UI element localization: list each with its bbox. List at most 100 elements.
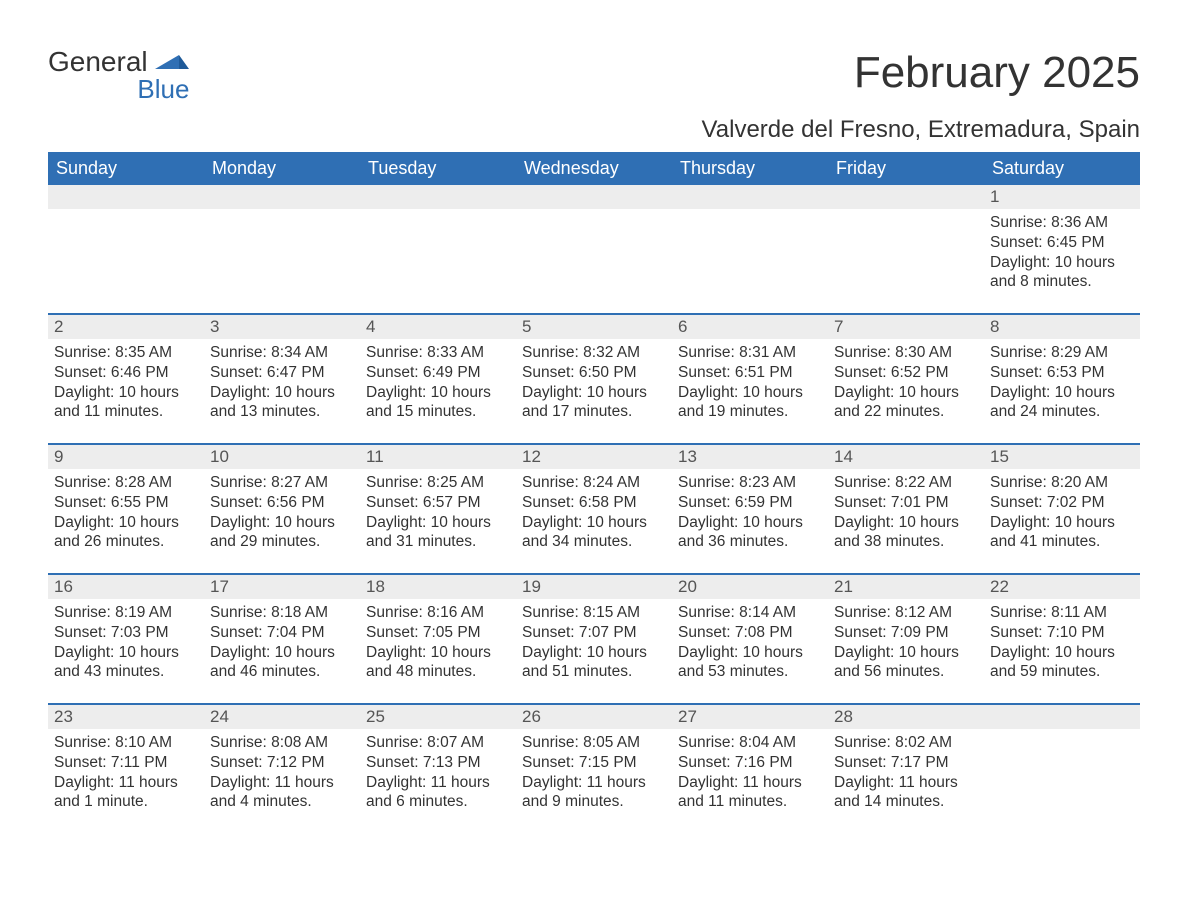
daylight-text: Daylight: 11 hours and 1 minute. <box>54 773 198 813</box>
calendar-cell: 6Sunrise: 8:31 AMSunset: 6:51 PMDaylight… <box>672 313 828 443</box>
sunset-text: Sunset: 7:04 PM <box>210 623 354 643</box>
day-details: Sunrise: 8:14 AMSunset: 7:08 PMDaylight:… <box>672 599 828 682</box>
day-number: 3 <box>204 313 360 339</box>
day-number: 21 <box>828 573 984 599</box>
calendar-cell: 8Sunrise: 8:29 AMSunset: 6:53 PMDaylight… <box>984 313 1140 443</box>
sunset-text: Sunset: 7:17 PM <box>834 753 978 773</box>
day-number: 10 <box>204 443 360 469</box>
day-number: 6 <box>672 313 828 339</box>
sunset-text: Sunset: 6:45 PM <box>990 233 1134 253</box>
day-details: Sunrise: 8:30 AMSunset: 6:52 PMDaylight:… <box>828 339 984 422</box>
sunset-text: Sunset: 7:13 PM <box>366 753 510 773</box>
day-details: Sunrise: 8:35 AMSunset: 6:46 PMDaylight:… <box>48 339 204 422</box>
day-details: Sunrise: 8:15 AMSunset: 7:07 PMDaylight:… <box>516 599 672 682</box>
daylight-text: Daylight: 10 hours and 26 minutes. <box>54 513 198 553</box>
sunset-text: Sunset: 6:46 PM <box>54 363 198 383</box>
daylight-text: Daylight: 10 hours and 56 minutes. <box>834 643 978 683</box>
sunset-text: Sunset: 7:10 PM <box>990 623 1134 643</box>
daylight-text: Daylight: 10 hours and 22 minutes. <box>834 383 978 423</box>
sunrise-text: Sunrise: 8:12 AM <box>834 603 978 623</box>
sunset-text: Sunset: 6:57 PM <box>366 493 510 513</box>
daylight-text: Daylight: 10 hours and 19 minutes. <box>678 383 822 423</box>
daylight-text: Daylight: 10 hours and 11 minutes. <box>54 383 198 423</box>
daylight-text: Daylight: 10 hours and 13 minutes. <box>210 383 354 423</box>
calendar-cell: 19Sunrise: 8:15 AMSunset: 7:07 PMDayligh… <box>516 573 672 703</box>
day-number <box>516 185 672 209</box>
calendar-cell: 16Sunrise: 8:19 AMSunset: 7:03 PMDayligh… <box>48 573 204 703</box>
sunrise-text: Sunrise: 8:27 AM <box>210 473 354 493</box>
daylight-text: Daylight: 10 hours and 24 minutes. <box>990 383 1134 423</box>
day-number: 8 <box>984 313 1140 339</box>
sunrise-text: Sunrise: 8:33 AM <box>366 343 510 363</box>
sunrise-text: Sunrise: 8:11 AM <box>990 603 1134 623</box>
calendar-week: 23Sunrise: 8:10 AMSunset: 7:11 PMDayligh… <box>48 703 1140 833</box>
logo-text: General Blue <box>48 48 189 102</box>
day-header: Friday <box>828 152 984 185</box>
day-number: 27 <box>672 703 828 729</box>
calendar-cell: 12Sunrise: 8:24 AMSunset: 6:58 PMDayligh… <box>516 443 672 573</box>
sunset-text: Sunset: 7:12 PM <box>210 753 354 773</box>
calendar-cell: 7Sunrise: 8:30 AMSunset: 6:52 PMDaylight… <box>828 313 984 443</box>
title-block: February 2025 Valverde del Fresno, Extre… <box>702 48 1140 144</box>
sunrise-text: Sunrise: 8:07 AM <box>366 733 510 753</box>
calendar-cell: 11Sunrise: 8:25 AMSunset: 6:57 PMDayligh… <box>360 443 516 573</box>
day-number: 11 <box>360 443 516 469</box>
day-details: Sunrise: 8:34 AMSunset: 6:47 PMDaylight:… <box>204 339 360 422</box>
day-details: Sunrise: 8:16 AMSunset: 7:05 PMDaylight:… <box>360 599 516 682</box>
day-details: Sunrise: 8:23 AMSunset: 6:59 PMDaylight:… <box>672 469 828 552</box>
sunset-text: Sunset: 6:52 PM <box>834 363 978 383</box>
day-number: 1 <box>984 185 1140 209</box>
calendar-week: 2Sunrise: 8:35 AMSunset: 6:46 PMDaylight… <box>48 313 1140 443</box>
day-details: Sunrise: 8:36 AMSunset: 6:45 PMDaylight:… <box>984 209 1140 292</box>
sunrise-text: Sunrise: 8:30 AM <box>834 343 978 363</box>
calendar-cell: 20Sunrise: 8:14 AMSunset: 7:08 PMDayligh… <box>672 573 828 703</box>
calendar-cell: 27Sunrise: 8:04 AMSunset: 7:16 PMDayligh… <box>672 703 828 833</box>
calendar-cell: 9Sunrise: 8:28 AMSunset: 6:55 PMDaylight… <box>48 443 204 573</box>
sunset-text: Sunset: 7:08 PM <box>678 623 822 643</box>
logo: General Blue <box>48 48 189 102</box>
sunset-text: Sunset: 7:16 PM <box>678 753 822 773</box>
daylight-text: Daylight: 10 hours and 51 minutes. <box>522 643 666 683</box>
sunset-text: Sunset: 6:50 PM <box>522 363 666 383</box>
calendar-cell <box>516 185 672 313</box>
day-details: Sunrise: 8:29 AMSunset: 6:53 PMDaylight:… <box>984 339 1140 422</box>
day-number: 18 <box>360 573 516 599</box>
day-header: Tuesday <box>360 152 516 185</box>
day-number: 12 <box>516 443 672 469</box>
sunrise-text: Sunrise: 8:18 AM <box>210 603 354 623</box>
day-number: 22 <box>984 573 1140 599</box>
calendar-cell <box>984 703 1140 833</box>
day-number: 28 <box>828 703 984 729</box>
sunrise-text: Sunrise: 8:20 AM <box>990 473 1134 493</box>
daylight-text: Daylight: 10 hours and 8 minutes. <box>990 253 1134 293</box>
sunrise-text: Sunrise: 8:14 AM <box>678 603 822 623</box>
calendar-week: 1Sunrise: 8:36 AMSunset: 6:45 PMDaylight… <box>48 185 1140 313</box>
calendar-cell: 28 Sunrise: 8:02 AMSunset: 7:17 PMDayligh… <box>828 703 984 833</box>
logo-word1: General <box>48 46 148 77</box>
day-number <box>828 185 984 209</box>
sunrise-text: Sunrise: 8:08 AM <box>210 733 354 753</box>
sunrise-text: Sunrise: 8:23 AM <box>678 473 822 493</box>
daylight-text: Daylight: 10 hours and 31 minutes. <box>366 513 510 553</box>
day-details: Sunrise: 8:11 AMSunset: 7:10 PMDaylight:… <box>984 599 1140 682</box>
calendar-cell: 1Sunrise: 8:36 AMSunset: 6:45 PMDaylight… <box>984 185 1140 313</box>
sunset-text: Sunset: 6:56 PM <box>210 493 354 513</box>
sunset-text: Sunset: 6:49 PM <box>366 363 510 383</box>
sunset-text: Sunset: 7:11 PM <box>54 753 198 773</box>
calendar-week: 9Sunrise: 8:28 AMSunset: 6:55 PMDaylight… <box>48 443 1140 573</box>
day-details: Sunrise: 8:33 AMSunset: 6:49 PMDaylight:… <box>360 339 516 422</box>
day-number <box>204 185 360 209</box>
daylight-text: Daylight: 10 hours and 38 minutes. <box>834 513 978 553</box>
daylight-text: Daylight: 10 hours and 17 minutes. <box>522 383 666 423</box>
day-number: 20 <box>672 573 828 599</box>
calendar-cell: 13Sunrise: 8:23 AMSunset: 6:59 PMDayligh… <box>672 443 828 573</box>
daylight-text: Daylight: 11 hours and 14 minutes. <box>834 773 978 813</box>
daylight-text: Daylight: 11 hours and 6 minutes. <box>366 773 510 813</box>
day-details: Sunrise: 8:04 AMSunset: 7:16 PMDaylight:… <box>672 729 828 812</box>
day-number: 15 <box>984 443 1140 469</box>
sunset-text: Sunset: 7:01 PM <box>834 493 978 513</box>
daylight-text: Daylight: 10 hours and 36 minutes. <box>678 513 822 553</box>
calendar-cell: 21Sunrise: 8:12 AMSunset: 7:09 PMDayligh… <box>828 573 984 703</box>
sunrise-text: Sunrise: 8:02 AM <box>834 733 978 753</box>
sunset-text: Sunset: 6:53 PM <box>990 363 1134 383</box>
